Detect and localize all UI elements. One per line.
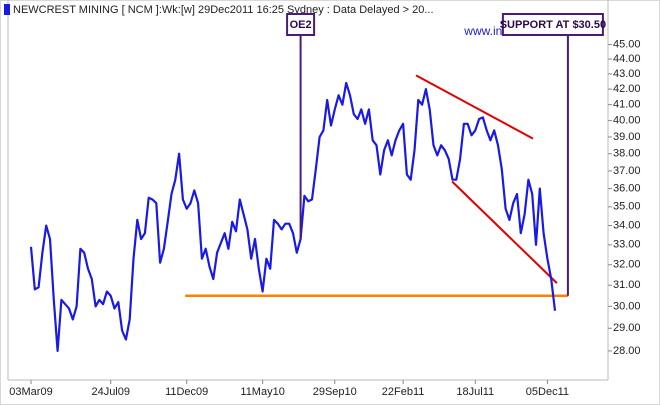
y-tick-label: 35.00 xyxy=(613,201,641,213)
x-tick-label: 18Jul11 xyxy=(456,386,494,398)
trendline xyxy=(451,180,558,284)
trendline xyxy=(415,74,534,140)
y-tick-label: 30.00 xyxy=(613,300,641,312)
y-tick-label: 38.00 xyxy=(613,148,641,160)
chart-title: NEWCREST MINING [ NCM ]:Wk:[w] 29Dec2011… xyxy=(13,4,434,16)
y-tick-label: 41.00 xyxy=(613,99,641,111)
y-tick-label: 45.00 xyxy=(613,38,641,50)
y-tick-label: 34.00 xyxy=(613,219,641,231)
series-icon xyxy=(4,4,10,15)
y-tick-label: 39.00 xyxy=(613,131,641,143)
x-tick-label: 22Feb11 xyxy=(382,386,425,398)
x-tick-label: 11Dec09 xyxy=(165,386,208,398)
x-tick-label: 05Dec11 xyxy=(526,386,569,398)
y-tick-label: 43.00 xyxy=(613,68,641,80)
y-tick-label: 36.00 xyxy=(613,183,641,195)
annotation-box xyxy=(286,13,316,36)
x-tick-label: 24Jul09 xyxy=(91,386,130,398)
y-tick-label: 42.00 xyxy=(613,83,641,95)
y-tick-label: 40.00 xyxy=(613,115,641,127)
x-tick-label: 03Mar09 xyxy=(9,386,52,398)
annotation-label: OE2 xyxy=(290,19,312,31)
y-tick-label: 32.00 xyxy=(613,259,641,271)
y-tick-label: 33.00 xyxy=(613,239,641,251)
support-box xyxy=(501,13,604,36)
price-line xyxy=(29,81,557,352)
support-label: SUPPORT AT $30.50 xyxy=(500,19,606,31)
x-tick-label: 11May10 xyxy=(240,386,284,398)
x-tick-label: 29Sep10 xyxy=(313,386,357,398)
y-tick-label: 28.00 xyxy=(613,345,641,357)
y-tick-label: 37.00 xyxy=(613,165,641,177)
y-tick-label: 29.00 xyxy=(613,322,641,334)
y-tick-label: 31.00 xyxy=(613,279,641,291)
y-tick-label: 44.00 xyxy=(613,53,641,65)
